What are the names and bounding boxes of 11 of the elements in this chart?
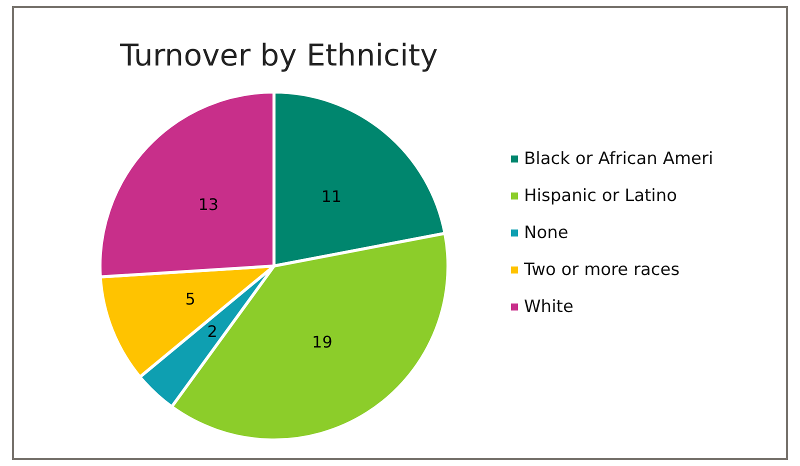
data-label: 5 — [185, 290, 196, 309]
legend-label: Two or more races — [523, 260, 680, 280]
chart-title: Turnover by Ethnicity — [119, 38, 438, 74]
data-label: 19 — [312, 332, 332, 352]
data-label: 2 — [207, 322, 218, 342]
data-label: 13 — [198, 194, 219, 214]
legend-label: None — [524, 223, 568, 243]
data-label: 11 — [321, 187, 342, 206]
legend-label: White — [524, 297, 574, 317]
legend-label: Hispanic or Latino — [524, 186, 678, 206]
legend-label: Black or African Ameri — [524, 149, 714, 169]
